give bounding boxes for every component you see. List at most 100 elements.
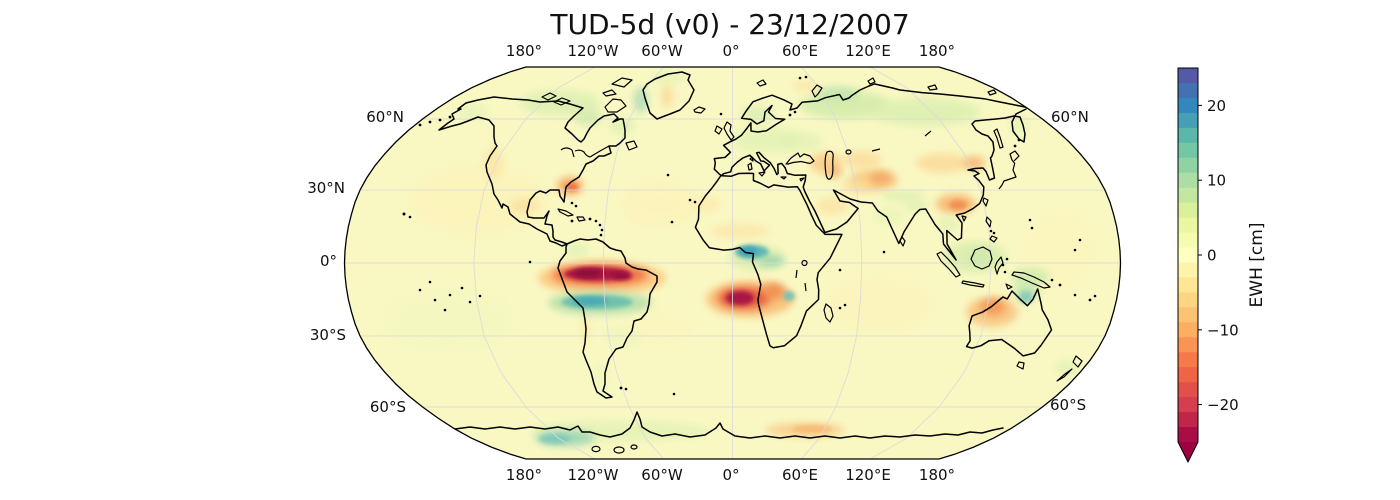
lat-label: 60°S xyxy=(1050,396,1086,414)
colorbar-segment xyxy=(1178,277,1198,293)
map-boundary xyxy=(343,66,1122,460)
colorbar-gradient xyxy=(1178,68,1198,443)
colorbar-segment xyxy=(1178,187,1198,204)
colorbar-segment xyxy=(1178,292,1198,308)
latitude-labels-right: 60°N 60°S xyxy=(1050,108,1089,414)
colorbar-tick-label: 10 xyxy=(1207,172,1226,190)
asian-lakes xyxy=(845,130,932,155)
heat-blob xyxy=(1019,291,1033,303)
coastline-sulawesi xyxy=(994,256,1004,275)
heat-blob xyxy=(792,425,832,433)
lon-label: 0° xyxy=(722,42,739,60)
heat-blob xyxy=(904,200,928,212)
heat-blob xyxy=(650,72,686,84)
heat-blob xyxy=(741,106,773,122)
lon-label: 180° xyxy=(919,42,955,60)
lon-label: 60°W xyxy=(641,42,683,60)
heat-blob xyxy=(916,153,968,173)
colorbar-axis-label: EWH [cm] xyxy=(1247,223,1267,308)
coastlines xyxy=(402,71,1097,454)
heat-blob xyxy=(881,191,925,201)
heat-blob xyxy=(872,207,904,225)
lon-label: 60°W xyxy=(641,466,683,484)
heat-blob xyxy=(612,272,632,280)
heat-blob xyxy=(826,166,842,178)
heat-blob xyxy=(739,246,757,256)
heat-blob xyxy=(758,256,784,266)
colorbar-segment xyxy=(1178,427,1198,443)
colorbar-segment xyxy=(1178,97,1198,114)
coastline-iceland xyxy=(693,106,706,114)
coastline-java xyxy=(961,280,985,288)
antarctic-islands xyxy=(591,444,638,454)
lat-label: 60°N xyxy=(1051,108,1089,126)
colorbar-segment xyxy=(1178,337,1198,353)
latitude-labels-left: 60°N 30°N 0° 30°S 60°S xyxy=(307,108,406,416)
heat-blob xyxy=(609,118,635,134)
colorbar-segment xyxy=(1178,82,1198,99)
coastline-europe-atlantic xyxy=(713,83,1029,177)
heat-blob xyxy=(510,199,538,213)
lon-label: 60°E xyxy=(782,466,818,484)
ewh-anomaly-field xyxy=(380,72,1100,446)
heat-blob xyxy=(1010,268,1050,286)
heat-blob xyxy=(620,180,700,230)
colorbar-tick-label: −10 xyxy=(1207,321,1239,339)
coastline-borneo xyxy=(970,246,993,270)
colorbar-segment xyxy=(1178,262,1198,279)
colorbar-segment xyxy=(1178,382,1198,398)
coastline-hainan xyxy=(961,215,967,222)
heat-blob xyxy=(937,216,959,232)
coastline-newfoundland xyxy=(625,140,638,151)
coastline-mediterranean-north xyxy=(720,151,786,177)
heat-blob xyxy=(574,108,602,126)
heat-blob xyxy=(870,98,980,126)
heat-blob xyxy=(816,197,848,215)
graticule xyxy=(344,67,1121,459)
lon-label: 180° xyxy=(919,466,955,484)
coastline-timor xyxy=(1005,283,1013,290)
meridian-120w xyxy=(473,67,596,459)
heat-blob xyxy=(869,172,891,184)
heat-blob xyxy=(763,283,785,299)
coastline-sumatra xyxy=(936,251,961,278)
heat-blob xyxy=(825,277,935,333)
meridian-60w xyxy=(602,67,665,459)
heat-blob xyxy=(485,146,503,178)
colorbar-segment xyxy=(1178,412,1198,428)
coastline-sri-lanka xyxy=(899,236,906,247)
world-map xyxy=(343,66,1122,460)
lat-label: 30°S xyxy=(310,326,346,344)
coastline-caspian-sea xyxy=(824,150,834,180)
lat-label: 60°S xyxy=(370,398,406,416)
lon-label: 60°E xyxy=(782,42,818,60)
meridian-120e xyxy=(869,67,992,459)
coastline-new-guinea xyxy=(1011,271,1051,289)
great-lakes xyxy=(560,145,610,158)
heat-blob xyxy=(963,156,985,170)
colorbar-segment xyxy=(1178,112,1198,129)
longitude-labels-bottom: 180° 120°W 60°W 0° 60°E 120°E 180° xyxy=(506,466,955,484)
colorbar-segment xyxy=(1178,172,1198,189)
lon-label: 120°E xyxy=(845,42,891,60)
lon-label: 0° xyxy=(722,466,739,484)
coastline-asia-south xyxy=(784,108,1027,261)
coastline-africa xyxy=(694,172,843,349)
heat-blob xyxy=(783,291,795,301)
coastline-philippines xyxy=(985,216,998,243)
colorbar-segment xyxy=(1178,307,1198,323)
longitude-labels-top: 180° 120°W 60°W 0° 60°E 120°E 180° xyxy=(506,42,955,60)
coastline-black-sea xyxy=(785,152,815,165)
lat-label: 0° xyxy=(320,252,337,270)
figure-title: TUD-5d (v0) - 23/12/2007 xyxy=(549,8,909,41)
heat-blob xyxy=(562,243,590,257)
coastline-cuba-caribbean xyxy=(557,208,586,222)
coastline-mediterranean-islands xyxy=(747,156,805,182)
coastline-south-america xyxy=(557,238,658,399)
heat-blob xyxy=(691,196,721,212)
coastline-greenland xyxy=(642,71,695,120)
coastline-ireland xyxy=(714,125,723,135)
colorbar-segment xyxy=(1178,157,1198,174)
